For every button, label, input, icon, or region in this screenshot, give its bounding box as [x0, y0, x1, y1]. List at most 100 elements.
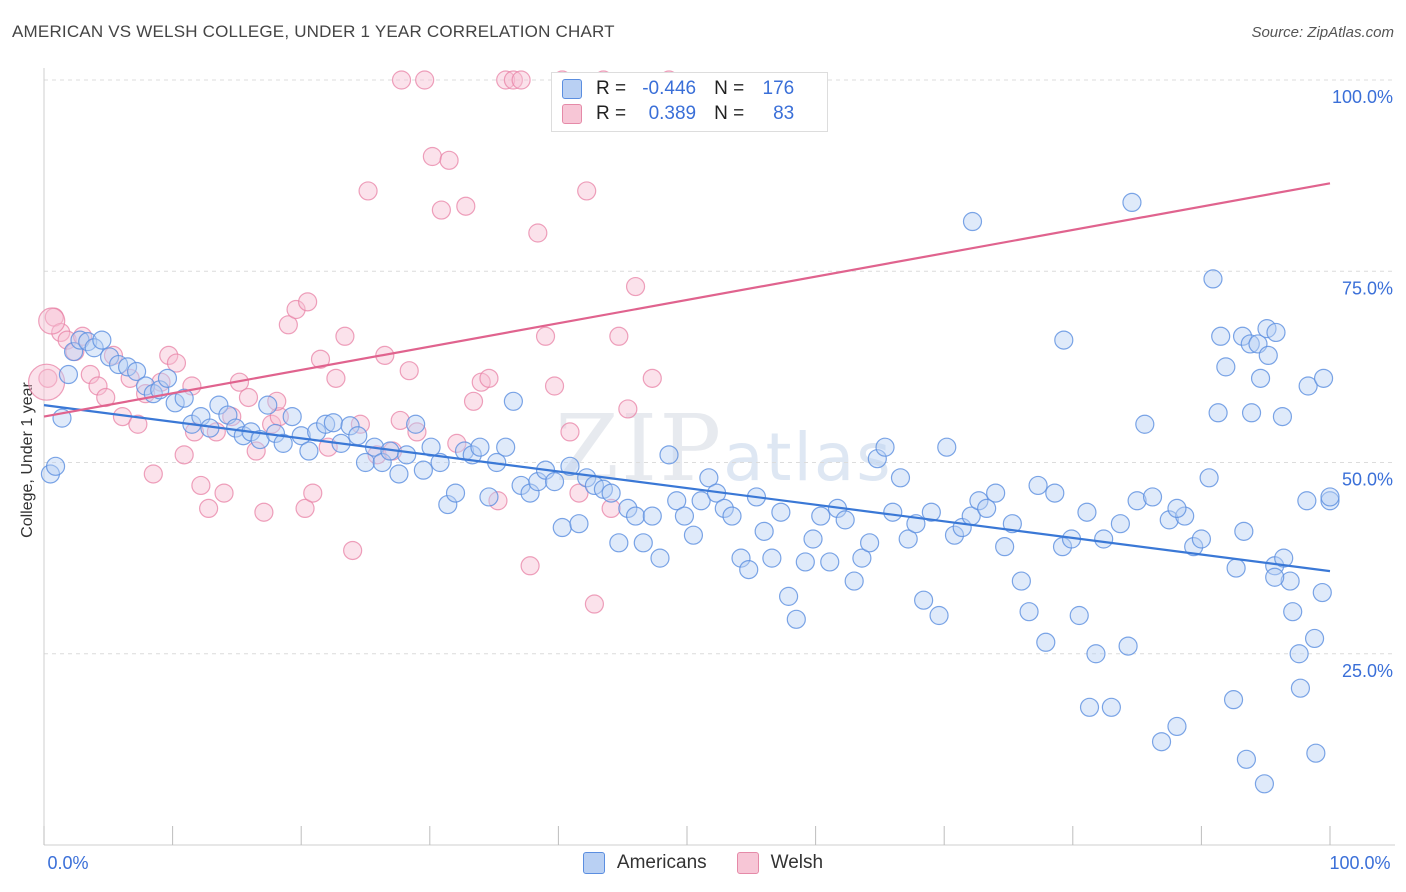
- american-point: [316, 414, 336, 434]
- welsh-point: [335, 326, 355, 346]
- american-point: [778, 586, 799, 606]
- american-point: [1151, 732, 1172, 752]
- american-point: [1184, 537, 1204, 557]
- american-point: [771, 502, 791, 522]
- welsh-point: [625, 276, 646, 297]
- american-point: [898, 529, 918, 549]
- american-point: [1077, 502, 1097, 522]
- welsh-point: [391, 70, 412, 90]
- american-point: [291, 426, 311, 446]
- american-point: [1254, 774, 1275, 794]
- american-point: [58, 364, 79, 385]
- welsh-point: [166, 353, 187, 373]
- american-point: [1313, 368, 1334, 388]
- watermark-atlas: atlas: [723, 419, 893, 496]
- americans-swatch: [562, 79, 582, 99]
- american-point: [503, 391, 523, 411]
- welsh-point: [350, 414, 370, 434]
- welsh-point: [238, 387, 259, 408]
- welsh-point: [479, 368, 499, 388]
- welsh-point: [254, 502, 274, 522]
- american-point: [1258, 345, 1278, 365]
- american-point: [739, 559, 759, 580]
- welsh-point: [310, 349, 331, 369]
- welsh-point: [577, 181, 597, 201]
- american-point: [1203, 269, 1223, 289]
- americans-trend-line: [43, 404, 1331, 573]
- american-point: [601, 483, 621, 503]
- welsh-swatch: [562, 104, 582, 124]
- welsh-point: [584, 594, 605, 614]
- american-point: [860, 533, 880, 553]
- welsh-point: [303, 483, 323, 503]
- american-point: [1266, 322, 1286, 343]
- welsh-point: [27, 363, 66, 401]
- welsh-point: [544, 376, 565, 396]
- welsh-point: [128, 414, 148, 434]
- american-point: [962, 211, 983, 232]
- american-point: [1226, 558, 1246, 578]
- american-point: [642, 506, 662, 526]
- x-tick-label: 0.0%: [47, 853, 88, 873]
- american-point: [1297, 491, 1317, 511]
- welsh-point: [560, 422, 580, 442]
- american-point: [174, 388, 194, 408]
- american-point: [929, 605, 949, 626]
- legend-welsh[interactable]: Welsh: [736, 852, 824, 874]
- welsh-point: [528, 223, 548, 243]
- welsh-point: [642, 368, 662, 388]
- welsh-point: [511, 70, 531, 90]
- american-point: [520, 483, 540, 503]
- y-tick-label: 100.0%: [1332, 87, 1393, 107]
- american-point: [803, 529, 823, 549]
- american-point: [1135, 414, 1155, 434]
- american-point: [1312, 582, 1332, 603]
- legend-n-label: N =: [714, 78, 745, 99]
- welsh-point: [439, 150, 459, 170]
- american-point: [1283, 602, 1303, 622]
- american-point: [1298, 376, 1318, 396]
- legend-r-label: R =: [596, 78, 627, 99]
- welsh-point: [503, 70, 523, 90]
- welsh-swatch: [736, 852, 759, 874]
- american-point: [157, 368, 178, 388]
- american-point: [430, 452, 450, 473]
- welsh-point: [38, 368, 58, 388]
- american-point: [883, 502, 903, 522]
- american-point: [117, 357, 138, 377]
- watermark: ZIPatlas: [555, 395, 893, 502]
- american-point: [1304, 628, 1325, 649]
- american-point: [355, 452, 376, 473]
- american-point: [722, 506, 742, 526]
- american-point: [1216, 357, 1236, 377]
- american-point: [282, 407, 302, 427]
- american-point: [786, 609, 806, 629]
- american-point: [340, 416, 360, 436]
- gridlines: [44, 79, 1395, 655]
- american-point: [977, 498, 997, 518]
- american-point: [1086, 644, 1106, 664]
- american-point: [372, 452, 392, 473]
- tick-labels: 25.0% 50.0% 75.0% 100.0% 0.0% 100.0%: [47, 87, 1393, 873]
- legend-n-value: 83: [773, 103, 795, 124]
- american-point: [1002, 514, 1022, 534]
- source-label: Source: ZipAtlas.com: [1251, 24, 1394, 41]
- american-point: [1208, 403, 1228, 423]
- welsh-trend-line: [43, 182, 1331, 418]
- american-point: [921, 502, 941, 522]
- american-point: [528, 472, 548, 492]
- american-point: [844, 571, 864, 591]
- american-point: [1250, 368, 1271, 388]
- american-point: [397, 445, 417, 465]
- american-point: [1280, 571, 1300, 591]
- american-point: [1199, 468, 1219, 488]
- welsh-point: [601, 498, 621, 518]
- watermark-zip: ZIP: [555, 395, 724, 502]
- legend-americans[interactable]: Americans: [582, 852, 707, 874]
- legend-welsh-label: Welsh: [770, 852, 824, 873]
- legend-americans-label: Americans: [616, 852, 707, 873]
- welsh-point: [343, 540, 363, 561]
- american-point: [552, 517, 572, 538]
- welsh-point: [246, 441, 266, 461]
